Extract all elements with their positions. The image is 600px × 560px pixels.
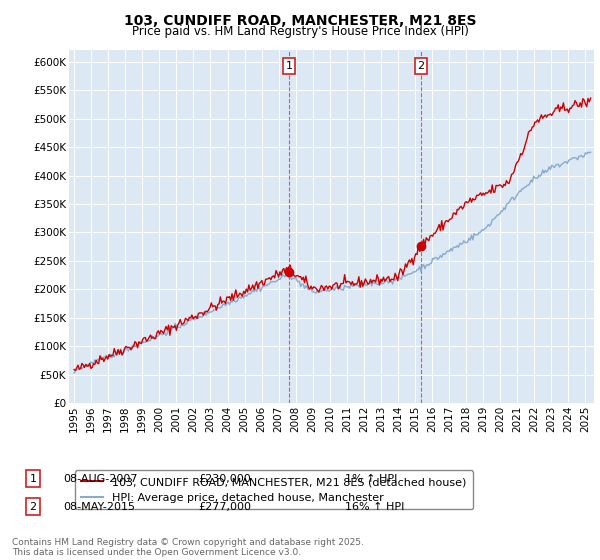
Text: 08-AUG-2007: 08-AUG-2007 [63,474,137,484]
Text: 16% ↑ HPI: 16% ↑ HPI [345,502,404,512]
Legend: 103, CUNDIFF ROAD, MANCHESTER, M21 8ES (detached house), HPI: Average price, det: 103, CUNDIFF ROAD, MANCHESTER, M21 8ES (… [74,470,473,510]
Text: Price paid vs. HM Land Registry's House Price Index (HPI): Price paid vs. HM Land Registry's House … [131,25,469,38]
Text: £230,000: £230,000 [198,474,251,484]
Text: 1% ↑ HPI: 1% ↑ HPI [345,474,397,484]
Text: 1: 1 [286,61,292,71]
Text: 1: 1 [29,474,37,484]
Text: 2: 2 [418,61,425,71]
Text: Contains HM Land Registry data © Crown copyright and database right 2025.
This d: Contains HM Land Registry data © Crown c… [12,538,364,557]
Text: £277,000: £277,000 [198,502,251,512]
Text: 08-MAY-2015: 08-MAY-2015 [63,502,135,512]
Text: 103, CUNDIFF ROAD, MANCHESTER, M21 8ES: 103, CUNDIFF ROAD, MANCHESTER, M21 8ES [124,14,476,28]
Text: 2: 2 [29,502,37,512]
